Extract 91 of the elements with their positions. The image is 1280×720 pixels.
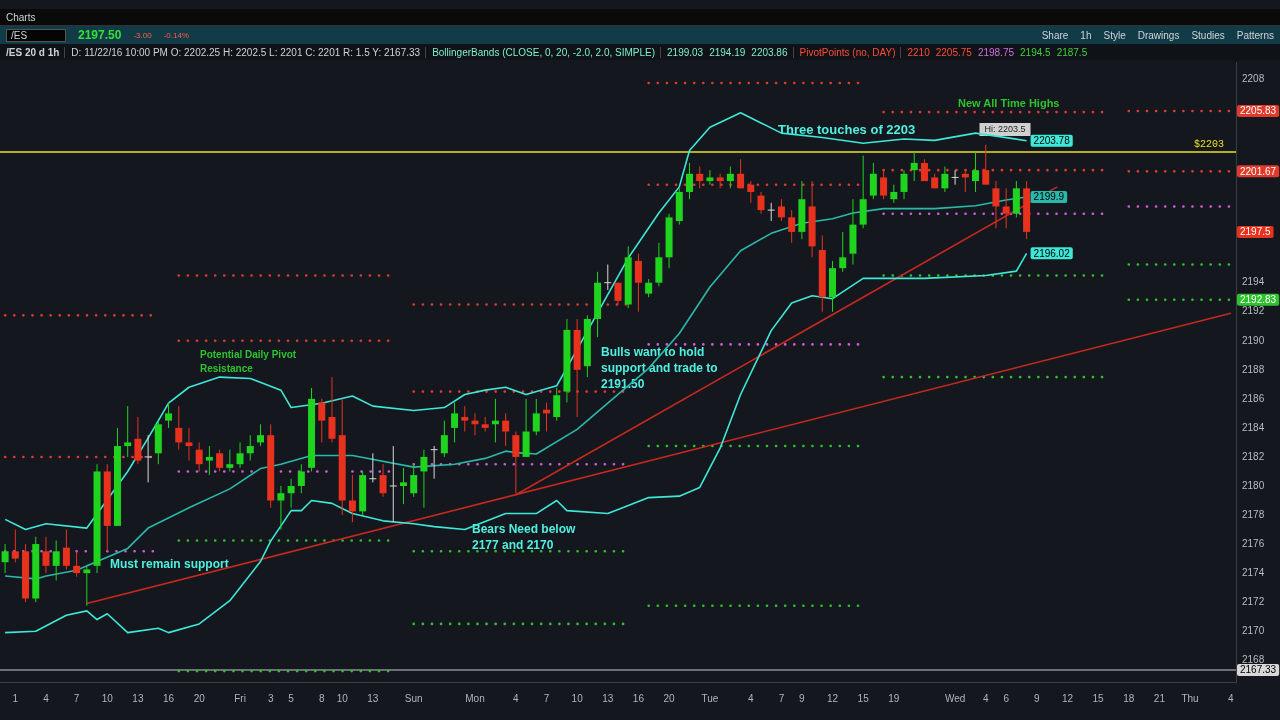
text: -3.00 — [133, 30, 152, 40]
text: 2199.03 — [667, 46, 704, 58]
x-tick-label: 7 — [73, 692, 80, 704]
y-tick-label: 2172 — [1242, 595, 1265, 607]
data-label: 2205.83 — [1240, 105, 1277, 117]
x-tick-label: 15 — [857, 692, 870, 704]
x-tick-label: 13 — [602, 692, 614, 704]
x-tick-label: 4 — [748, 692, 755, 704]
x-tick-label: Mon — [465, 692, 485, 704]
y-tick-label: 2180 — [1242, 479, 1265, 491]
y-tick-label: 2182 — [1242, 450, 1265, 462]
y-tick-label: 2188 — [1242, 363, 1265, 375]
chart-title: /ES 20 d 1h — [6, 46, 66, 58]
x-tick-label: 4 — [982, 692, 989, 704]
data-label: 2196.02 — [1033, 247, 1071, 259]
text: 2198.75 — [977, 46, 1015, 58]
text: 2194.19 — [709, 46, 746, 58]
y-tick-label: 2184 — [1242, 421, 1265, 433]
data-label: 2203.78 — [1033, 134, 1071, 146]
text: 1h — [1080, 29, 1092, 41]
text: Charts — [6, 11, 36, 23]
x-tick-label: Thu — [1181, 692, 1199, 704]
x-tick-label: 9 — [799, 692, 806, 704]
x-tick-label: 4 — [513, 692, 520, 704]
data-label: 2199.9 — [1033, 191, 1065, 203]
text: 2197.50 — [78, 28, 122, 42]
text: Drawings — [1137, 29, 1180, 41]
y-tick-label: 2190 — [1242, 334, 1265, 346]
annotation: Hi: 2203.5 — [984, 124, 1026, 135]
annotation: Must remain support — [110, 557, 229, 572]
x-tick-label: 10 — [571, 692, 584, 704]
x-tick-label: Sun — [404, 692, 423, 704]
x-tick-label: 4 — [1228, 692, 1235, 704]
text: 2197.5 — [1240, 226, 1271, 238]
x-tick-label: 7 — [778, 692, 785, 704]
y-tick-label: 2168 — [1242, 653, 1265, 665]
text: BollingerBands (CLOSE, 0, 20, -2.0, 2.0, SIMPLE) — [432, 46, 662, 58]
x-tick-label: Tue — [701, 692, 719, 704]
annotation: Potential Daily Pivot Resistance — [200, 348, 297, 374]
y-tick-label: 2208 — [1242, 73, 1265, 85]
x-tick-label: 1 — [12, 692, 19, 704]
data-label: 2192.83 — [1240, 293, 1277, 305]
x-tick-label: 15 — [1092, 692, 1105, 704]
x-tick-label: 5 — [288, 692, 295, 704]
x-tick-label: 12 — [1061, 692, 1074, 704]
y-tick-label: 2174 — [1242, 566, 1265, 578]
x-tick-label: 9 — [1034, 692, 1041, 704]
annotation: New All Time Highs — [958, 97, 1060, 110]
y-tick-label: 2194 — [1242, 276, 1265, 288]
x-tick-label: 16 — [632, 692, 645, 704]
text: 2205.75 — [935, 46, 972, 58]
x-tick-label: 3 — [267, 692, 274, 704]
text: Studies — [1191, 29, 1225, 41]
text: Style — [1103, 29, 1126, 41]
annotation: Three touches of 2203 — [778, 121, 916, 137]
text: 2194.5 — [1020, 46, 1051, 58]
x-tick-label: 21 — [1153, 692, 1166, 704]
text: 2203.86 — [751, 46, 794, 58]
y-tick-label: 2186 — [1242, 392, 1265, 404]
text: Patterns — [1236, 29, 1274, 41]
text: 2187.5 — [1056, 46, 1088, 58]
x-tick-label: 4 — [43, 692, 50, 704]
x-tick-label: Fri — [234, 692, 246, 704]
y-tick-label: 2176 — [1242, 537, 1265, 549]
x-tick-label: 19 — [888, 692, 900, 704]
chart-subtitle: D: 11/22/16 10:00 PM O: 2202.25 H: 2202.5 L: 2201 C: 2201 R: 1.5 Y: 2167.33 — [71, 46, 427, 58]
x-tick-label: 10 — [101, 692, 114, 704]
text: Share — [1041, 29, 1069, 41]
text: PivotPoints (no, DAY) — [799, 46, 902, 58]
x-tick-label: 16 — [162, 692, 175, 704]
y-tick-label: 2192 — [1242, 305, 1265, 317]
ref-line-label: 2167.33 — [1240, 664, 1277, 676]
x-tick-label: 6 — [1003, 692, 1010, 704]
x-tick-label: 13 — [132, 692, 144, 704]
x-tick-label: 20 — [193, 692, 206, 704]
annotation: Bears Need below 2177 and 2170 — [472, 522, 577, 553]
x-tick-label: Wed — [944, 692, 966, 704]
x-tick-label: 12 — [826, 692, 839, 704]
y-tick-label: 2178 — [1242, 508, 1265, 520]
ref-line-label: $2203 — [1193, 138, 1224, 150]
x-tick-label: 20 — [663, 692, 676, 704]
x-tick-label: 10 — [336, 692, 349, 704]
x-tick-label: 18 — [1123, 692, 1135, 704]
y-tick-label: 2170 — [1242, 624, 1265, 636]
x-tick-label: 8 — [318, 692, 325, 704]
text: 2210 — [907, 46, 930, 58]
x-tick-label: 13 — [367, 692, 379, 704]
data-label: 2201.67 — [1240, 165, 1277, 177]
x-tick-label: 7 — [543, 692, 550, 704]
text: -0.14% — [163, 30, 189, 40]
text: /ES — [6, 28, 66, 42]
